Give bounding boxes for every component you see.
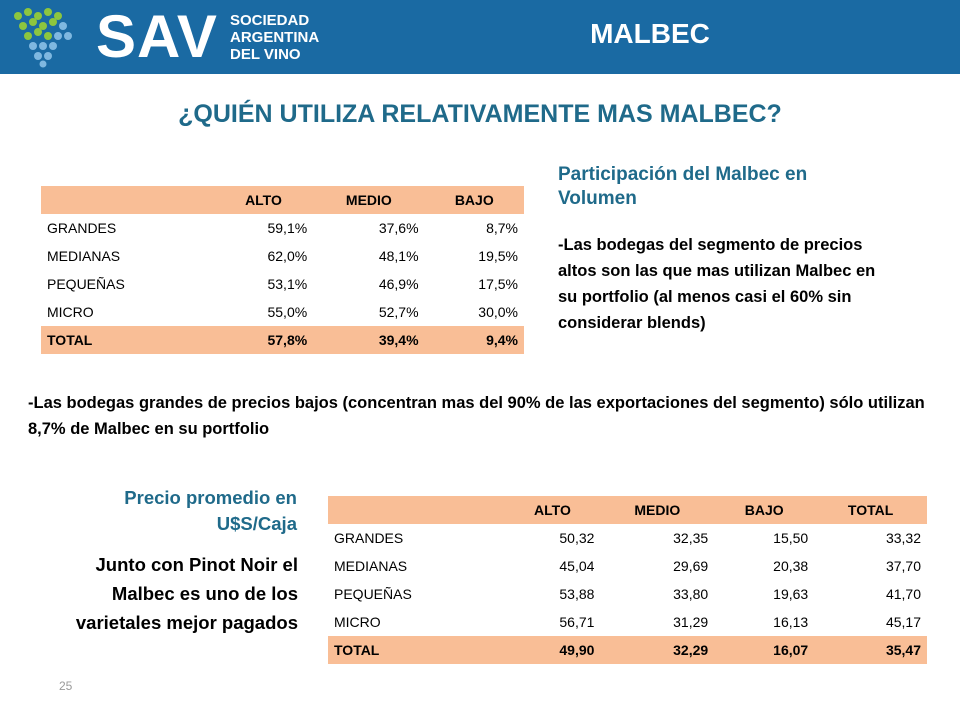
table-cell: 46,9% bbox=[378, 276, 419, 292]
table-header-cell: MEDIO bbox=[600, 496, 715, 524]
table-cell: 33,32 bbox=[885, 530, 921, 546]
row-label: PEQUEÑAS bbox=[334, 586, 412, 602]
table-cell: 50,32 bbox=[559, 530, 595, 546]
table-cell: 15,50 bbox=[773, 530, 809, 546]
table-row: GRANDES 50,32 32,35 15,50 33,32 bbox=[328, 524, 927, 552]
row-label: GRANDES bbox=[47, 220, 117, 236]
table-cell: 37,70 bbox=[885, 558, 921, 574]
table-cell: 59,1% bbox=[267, 220, 308, 236]
table-header-cell: ALTO bbox=[213, 186, 314, 214]
logo-subtitle-line: DEL VINO bbox=[230, 46, 301, 63]
table-total-row: TOTAL 57,8% 39,4% 9,4% bbox=[41, 326, 524, 354]
table-header-cell bbox=[41, 186, 214, 214]
row-label: GRANDES bbox=[334, 530, 404, 546]
table-cell: 53,1% bbox=[267, 276, 308, 292]
price-table: ALTO MEDIO BAJO TOTAL GRANDES 50,32 32,3… bbox=[328, 496, 927, 664]
row-label: MICRO bbox=[47, 304, 94, 320]
table-cell: 39,4% bbox=[313, 326, 425, 354]
page-number: 25 bbox=[59, 679, 73, 693]
volume-text: -Las bodegas del segmento de precios alt… bbox=[558, 236, 876, 332]
logo-text: SAV bbox=[96, 3, 218, 70]
grape-dots-icon bbox=[14, 8, 72, 68]
price-heading: Precio promedio en U$S/Caja bbox=[124, 487, 297, 534]
row-label: MEDIANAS bbox=[47, 248, 121, 264]
table-cell: 29,69 bbox=[673, 558, 709, 574]
row-label: MICRO bbox=[334, 614, 381, 630]
logo-subtitle-line: SOCIEDAD bbox=[230, 12, 310, 29]
header-bar: SAV SOCIEDAD ARGENTINA DEL VINO MALBEC bbox=[0, 0, 960, 74]
table-cell: 30,0% bbox=[478, 304, 518, 320]
table-row: MEDIANAS 45,04 29,69 20,38 37,70 bbox=[328, 552, 927, 580]
table-header-row: ALTO MEDIO BAJO bbox=[41, 186, 524, 214]
table-cell: 45,17 bbox=[885, 614, 921, 630]
table-header-cell: MEDIO bbox=[313, 186, 425, 214]
table-cell: 32,29 bbox=[600, 636, 715, 664]
table-row: PEQUEÑAS 53,88 33,80 19,63 41,70 bbox=[328, 580, 927, 608]
table-cell: 31,29 bbox=[673, 614, 709, 630]
table-cell: 53,88 bbox=[559, 586, 595, 602]
table-header-row: ALTO MEDIO BAJO TOTAL bbox=[328, 496, 927, 524]
table-row: MICRO 55,0% 52,7% 30,0% bbox=[41, 298, 524, 326]
table-cell: 33,80 bbox=[673, 586, 709, 602]
main-question: ¿QUIÉN UTILIZA RELATIVAMENTE MAS MALBEC? bbox=[178, 100, 782, 128]
slide-title: MALBEC bbox=[590, 18, 710, 49]
table-row: GRANDES 59,1% 37,6% 8,7% bbox=[41, 214, 524, 242]
table-row: MICRO 56,71 31,29 16,13 45,17 bbox=[328, 608, 927, 636]
table-cell: 35,47 bbox=[814, 636, 927, 664]
table-cell: 16,07 bbox=[714, 636, 815, 664]
sav-logo: SAV SOCIEDAD ARGENTINA DEL VINO bbox=[10, 3, 340, 70]
row-label: TOTAL bbox=[328, 636, 505, 664]
table-header-cell: BAJO bbox=[424, 186, 524, 214]
wide-note: -Las bodegas grandes de precios bajos (c… bbox=[28, 394, 925, 438]
table-cell: 32,35 bbox=[673, 530, 709, 546]
table-cell: 41,70 bbox=[885, 586, 921, 602]
price-text: Junto con Pinot Noir el Malbec es uno de… bbox=[75, 554, 298, 633]
table-row: PEQUEÑAS 53,1% 46,9% 17,5% bbox=[41, 270, 524, 298]
table-header-cell: BAJO bbox=[714, 496, 815, 524]
table-cell: 52,7% bbox=[378, 304, 419, 320]
row-label: PEQUEÑAS bbox=[47, 276, 125, 292]
row-label: TOTAL bbox=[41, 326, 214, 354]
table-cell: 57,8% bbox=[213, 326, 314, 354]
table-cell: 49,90 bbox=[504, 636, 601, 664]
table-header-cell: ALTO bbox=[504, 496, 601, 524]
table-cell: 19,5% bbox=[478, 248, 518, 264]
table-cell: 56,71 bbox=[559, 614, 595, 630]
table-cell: 9,4% bbox=[424, 326, 524, 354]
table-header-cell bbox=[328, 496, 505, 524]
table-cell: 62,0% bbox=[267, 248, 308, 264]
volume-heading: Participación del Malbec en Volumen bbox=[558, 164, 808, 209]
table-cell: 37,6% bbox=[378, 220, 419, 236]
table-cell: 8,7% bbox=[486, 220, 518, 236]
table-cell: 17,5% bbox=[478, 276, 518, 292]
table-cell: 55,0% bbox=[267, 304, 308, 320]
table-cell: 45,04 bbox=[559, 558, 595, 574]
volume-table: ALTO MEDIO BAJO GRANDES 59,1% 37,6% 8,7%… bbox=[41, 186, 524, 354]
table-cell: 20,38 bbox=[773, 558, 809, 574]
table-row: MEDIANAS 62,0% 48,1% 19,5% bbox=[41, 242, 524, 270]
logo-subtitle: SOCIEDAD ARGENTINA DEL VINO bbox=[230, 12, 319, 63]
table-header-cell: TOTAL bbox=[814, 496, 927, 524]
table-total-row: TOTAL 49,90 32,29 16,07 35,47 bbox=[328, 636, 927, 664]
table-cell: 48,1% bbox=[378, 248, 419, 264]
row-label: MEDIANAS bbox=[334, 558, 408, 574]
logo-subtitle-line: ARGENTINA bbox=[230, 29, 320, 46]
table-cell: 16,13 bbox=[773, 614, 809, 630]
table-cell: 19,63 bbox=[773, 586, 809, 602]
